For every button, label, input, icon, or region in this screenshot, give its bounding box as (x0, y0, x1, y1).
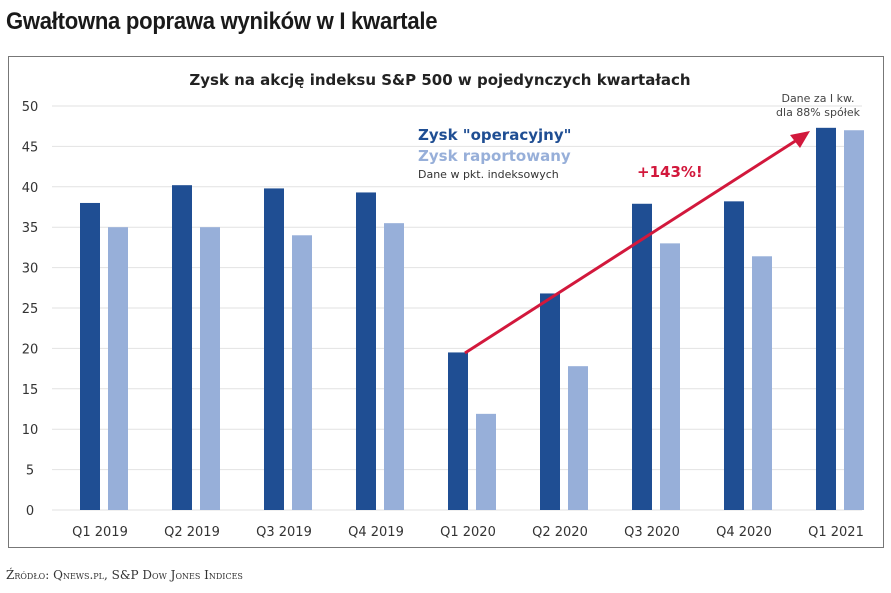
bar-reported (200, 227, 220, 510)
bar-reported (568, 366, 588, 510)
source-note: Źródło: Qnews.pl, S&P Dow Jones Indices (6, 568, 243, 582)
bar-operating (448, 352, 468, 510)
x-tick-label: Q1 2019 (72, 525, 128, 540)
y-tick-label: 20 (22, 342, 39, 357)
bar-operating (264, 188, 284, 510)
y-tick-label: 40 (22, 181, 39, 196)
x-tick-label: Q1 2021 (808, 525, 864, 540)
bar-reported (108, 227, 128, 510)
bar-reported (660, 243, 680, 511)
bar-reported (384, 223, 404, 510)
y-tick-label: 10 (22, 423, 39, 438)
x-tick-label: Q2 2019 (164, 525, 220, 540)
bar-operating (356, 192, 376, 510)
y-tick-label: 50 (22, 100, 39, 115)
x-tick-label: Q1 2020 (440, 525, 496, 540)
y-tick-label: 35 (22, 221, 39, 236)
x-tick-label: Q2 2020 (532, 525, 588, 540)
x-tick-label: Q4 2020 (716, 525, 772, 540)
page-title: Gwałtowna poprawa wyników w I kwartale (6, 8, 438, 35)
x-tick-label: Q3 2019 (256, 525, 312, 540)
chart-frame (8, 56, 884, 548)
legend-note: Dane w pkt. indeksowych (418, 168, 559, 181)
x-tick-label: Q3 2020 (624, 525, 680, 540)
bar-operating (80, 202, 100, 510)
legend-operating: Zysk "operacyjny" (418, 126, 571, 144)
chart-title: Zysk na akcję indeksu S&P 500 w pojedync… (189, 71, 690, 89)
arrow-head-icon (790, 131, 810, 148)
bar-reported (476, 413, 496, 510)
bar-operating (632, 203, 652, 510)
y-tick-label: 15 (22, 383, 39, 398)
y-tick-label: 25 (22, 302, 39, 317)
bar-reported (292, 235, 312, 510)
legend-reported: Zysk raportowany (418, 147, 571, 165)
y-tick-label: 45 (22, 140, 39, 155)
bar-operating (724, 201, 744, 510)
growth-label: +143%! (637, 163, 703, 181)
note-line1: Dane za I kw. (781, 92, 854, 105)
bar-operating (540, 293, 560, 510)
bar-operating (172, 185, 192, 510)
growth-arrow (464, 136, 801, 355)
note-line2: dla 88% spółek (776, 106, 861, 119)
y-tick-label: 30 (22, 262, 39, 277)
bar-reported (844, 130, 864, 511)
x-tick-label: Q4 2019 (348, 525, 404, 540)
bar-reported (752, 256, 772, 510)
y-tick-label: 5 (26, 464, 34, 479)
bar-operating (816, 127, 836, 510)
y-tick-label: 0 (26, 504, 34, 519)
